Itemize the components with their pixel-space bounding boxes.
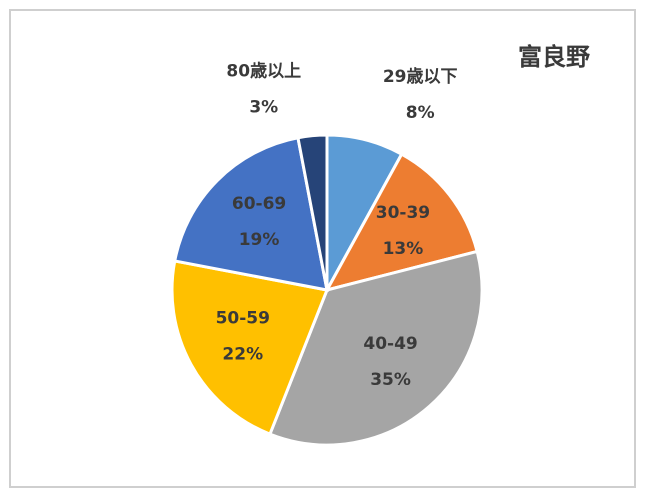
slice-value-label: 35% [370,370,411,390]
slice-label: 80歳以上 [226,60,301,81]
slice-value-label: 13% [383,239,424,259]
pie-slice [172,135,329,292]
pie-slice [296,133,329,291]
slice-label: 40-49 [363,334,417,354]
slice-value-label: 8% [406,103,435,123]
slice-label: 30-39 [376,203,430,223]
slice-label: 50-59 [216,308,270,328]
chart-title: 富良野 [518,43,590,71]
pie-slice [324,152,479,293]
slice-value-label: 22% [222,344,263,364]
slice-value-label: 3% [249,97,278,117]
pie-slice [267,249,484,447]
pie-slice [170,259,330,437]
slice-label: 60-69 [232,194,286,214]
slice-value-label: 19% [239,230,280,250]
slice-label: 29歳以下 [383,66,458,87]
